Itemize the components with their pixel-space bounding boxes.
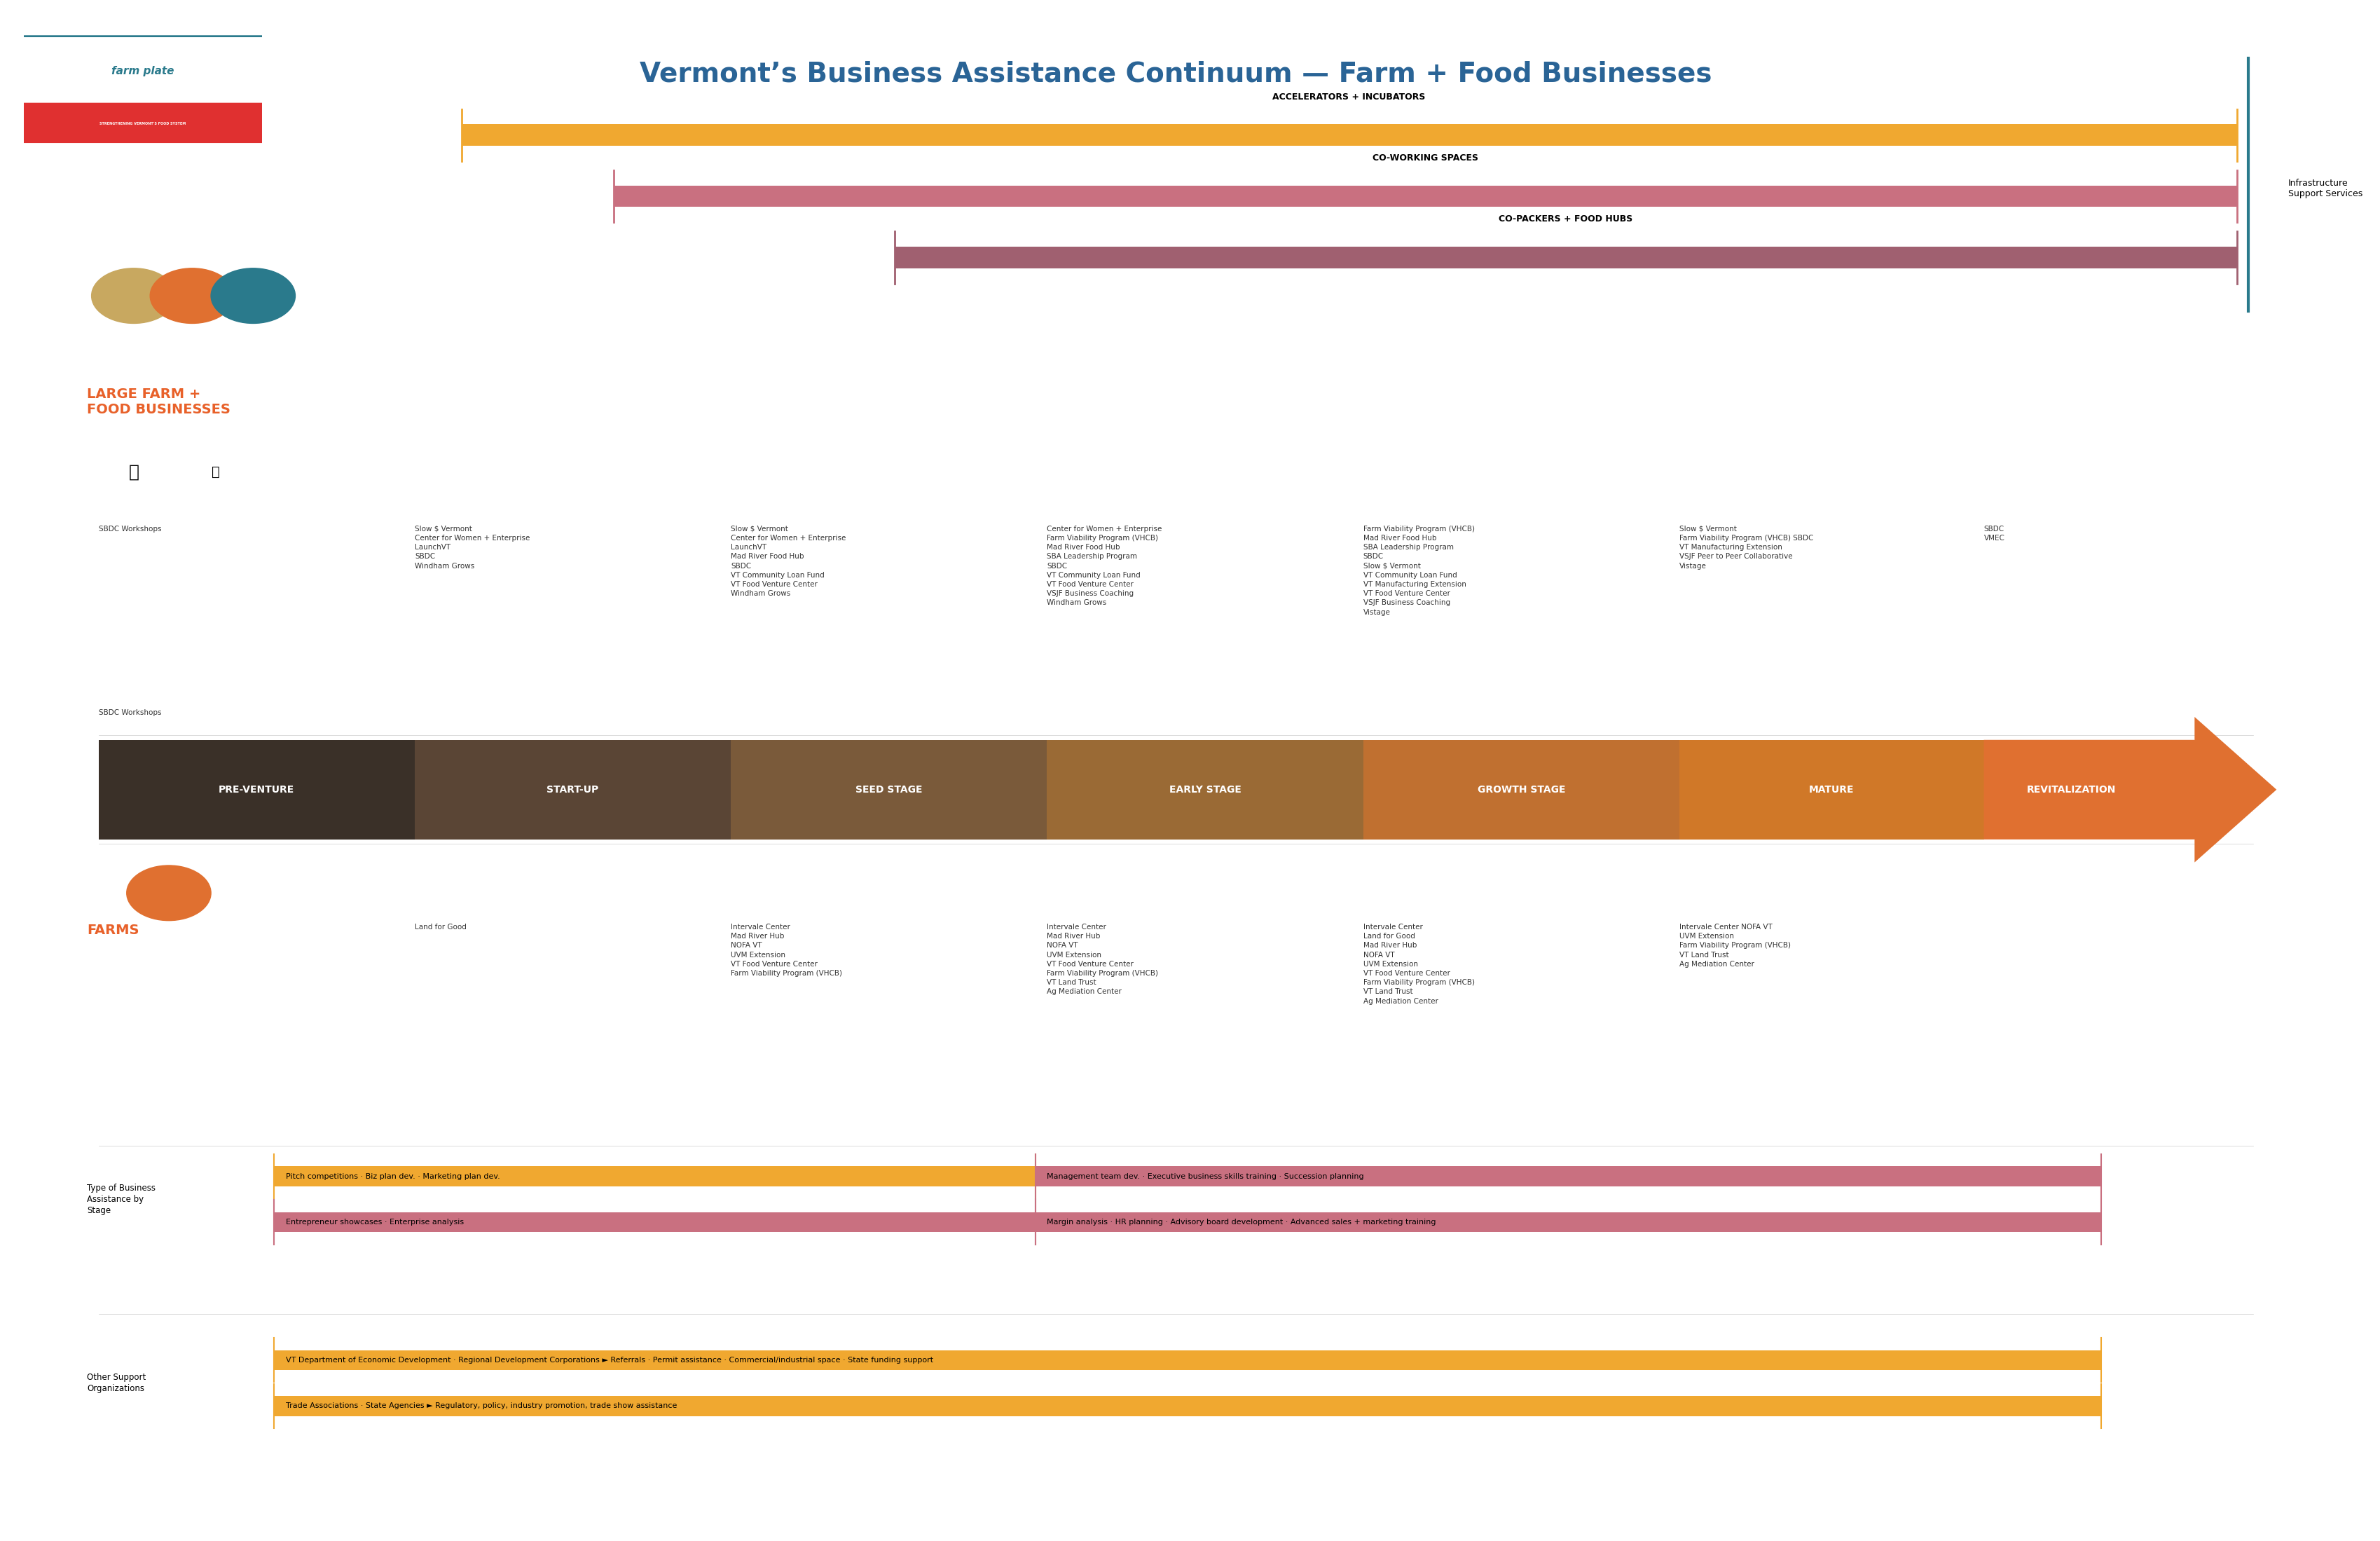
Text: farm plate: farm plate bbox=[112, 66, 174, 76]
Text: Center for Women + Enterprise
Farm Viability Program (VHCB)
Mad River Food Hub
S: Center for Women + Enterprise Farm Viabi… bbox=[1047, 525, 1161, 607]
Text: Land for Good: Land for Good bbox=[414, 923, 466, 931]
Circle shape bbox=[90, 268, 176, 324]
Text: Other Support
Organizations: Other Support Organizations bbox=[86, 1373, 145, 1393]
Text: Pitch competitions · Biz plan dev. · Marketing plan dev.: Pitch competitions · Biz plan dev. · Mar… bbox=[286, 1173, 500, 1180]
Polygon shape bbox=[1985, 740, 2266, 840]
Text: FARMS: FARMS bbox=[86, 923, 138, 937]
Text: LARGE FARM +
FOOD BUSINESSES: LARGE FARM + FOOD BUSINESSES bbox=[86, 388, 231, 416]
Text: Type of Business
Assistance by
Stage: Type of Business Assistance by Stage bbox=[86, 1183, 155, 1214]
FancyBboxPatch shape bbox=[1680, 740, 1985, 840]
Text: CO-WORKING SPACES: CO-WORKING SPACES bbox=[1373, 154, 1478, 163]
Text: Trade Associations · State Agencies ► Regulatory, policy, industry promotion, tr: Trade Associations · State Agencies ► Re… bbox=[286, 1402, 676, 1410]
Text: REVITALIZATION: REVITALIZATION bbox=[2028, 784, 2116, 795]
FancyBboxPatch shape bbox=[1364, 740, 1680, 840]
Circle shape bbox=[212, 268, 295, 324]
FancyBboxPatch shape bbox=[274, 1213, 1035, 1233]
Text: STRENGTHENING VERMONT'S FOOD SYSTEM: STRENGTHENING VERMONT'S FOOD SYSTEM bbox=[100, 122, 186, 125]
Text: Slow $ Vermont
Farm Viability Program (VHCB) SBDC
VT Manufacturing Extension
VSJ: Slow $ Vermont Farm Viability Program (V… bbox=[1680, 525, 1814, 570]
Text: Farm Viability Program (VHCB)
Mad River Food Hub
SBA Leadership Program
SBDC
Slo: Farm Viability Program (VHCB) Mad River … bbox=[1364, 525, 1476, 616]
Text: Slow $ Vermont
Center for Women + Enterprise
LaunchVT
SBDC
Windham Grows: Slow $ Vermont Center for Women + Enterp… bbox=[414, 525, 531, 570]
Text: Intervale Center
Land for Good
Mad River Hub
NOFA VT
UVM Extension
VT Food Ventu: Intervale Center Land for Good Mad River… bbox=[1364, 923, 1476, 1005]
Polygon shape bbox=[2194, 717, 2278, 863]
FancyBboxPatch shape bbox=[462, 125, 2237, 146]
Text: Management team dev. · Executive business skills training · Succession planning: Management team dev. · Executive busines… bbox=[1047, 1173, 1364, 1180]
FancyBboxPatch shape bbox=[19, 103, 267, 143]
Text: START-UP: START-UP bbox=[547, 784, 600, 795]
FancyBboxPatch shape bbox=[414, 740, 731, 840]
Text: Entrepreneur showcases · Enterprise analysis: Entrepreneur showcases · Enterprise anal… bbox=[286, 1219, 464, 1225]
Text: Intervale Center
Mad River Hub
NOFA VT
UVM Extension
VT Food Venture Center
Farm: Intervale Center Mad River Hub NOFA VT U… bbox=[731, 923, 843, 977]
FancyBboxPatch shape bbox=[1035, 1213, 2102, 1233]
FancyBboxPatch shape bbox=[895, 247, 2237, 268]
Circle shape bbox=[126, 866, 212, 920]
Text: 🚜: 🚜 bbox=[129, 464, 138, 481]
Text: 🍼: 🍼 bbox=[212, 465, 219, 479]
Text: Margin analysis · HR planning · Advisory board development · Advanced sales + ma: Margin analysis · HR planning · Advisory… bbox=[1047, 1219, 1435, 1225]
FancyBboxPatch shape bbox=[1035, 1167, 2102, 1187]
Text: GROWTH STAGE: GROWTH STAGE bbox=[1478, 784, 1566, 795]
Text: PRE-VENTURE: PRE-VENTURE bbox=[219, 784, 295, 795]
Text: VT Department of Economic Development · Regional Development Corporations ► Refe: VT Department of Economic Development · … bbox=[286, 1356, 933, 1364]
Text: SEED STAGE: SEED STAGE bbox=[854, 784, 923, 795]
Text: Vermont’s Business Assistance Continuum — Farm + Food Businesses: Vermont’s Business Assistance Continuum … bbox=[640, 60, 1711, 88]
FancyBboxPatch shape bbox=[274, 1350, 2102, 1370]
FancyBboxPatch shape bbox=[731, 740, 1047, 840]
Text: EARLY STAGE: EARLY STAGE bbox=[1169, 784, 1240, 795]
FancyBboxPatch shape bbox=[98, 740, 414, 840]
FancyBboxPatch shape bbox=[614, 185, 2237, 206]
FancyBboxPatch shape bbox=[1047, 740, 1364, 840]
FancyBboxPatch shape bbox=[274, 1167, 1035, 1187]
Text: SBDC Workshops: SBDC Workshops bbox=[98, 525, 162, 533]
Text: Slow $ Vermont
Center for Women + Enterprise
LaunchVT
Mad River Food Hub
SBDC
VT: Slow $ Vermont Center for Women + Enterp… bbox=[731, 525, 845, 598]
Text: SBDC
VMEC: SBDC VMEC bbox=[1985, 525, 2004, 542]
Text: Infrastructure
Support Services: Infrastructure Support Services bbox=[2287, 179, 2363, 199]
Text: Intervale Center NOFA VT
UVM Extension
Farm Viability Program (VHCB)
VT Land Tru: Intervale Center NOFA VT UVM Extension F… bbox=[1680, 923, 1790, 968]
Text: CO-PACKERS + FOOD HUBS: CO-PACKERS + FOOD HUBS bbox=[1499, 214, 1633, 223]
FancyBboxPatch shape bbox=[12, 37, 274, 120]
FancyBboxPatch shape bbox=[274, 1396, 2102, 1416]
Text: SBDC Workshops: SBDC Workshops bbox=[98, 709, 162, 717]
Text: Intervale Center
Mad River Hub
NOFA VT
UVM Extension
VT Food Venture Center
Farm: Intervale Center Mad River Hub NOFA VT U… bbox=[1047, 923, 1159, 995]
Circle shape bbox=[150, 268, 233, 324]
Text: MATURE: MATURE bbox=[1809, 784, 1854, 795]
Text: ACCELERATORS + INCUBATORS: ACCELERATORS + INCUBATORS bbox=[1273, 92, 1426, 102]
